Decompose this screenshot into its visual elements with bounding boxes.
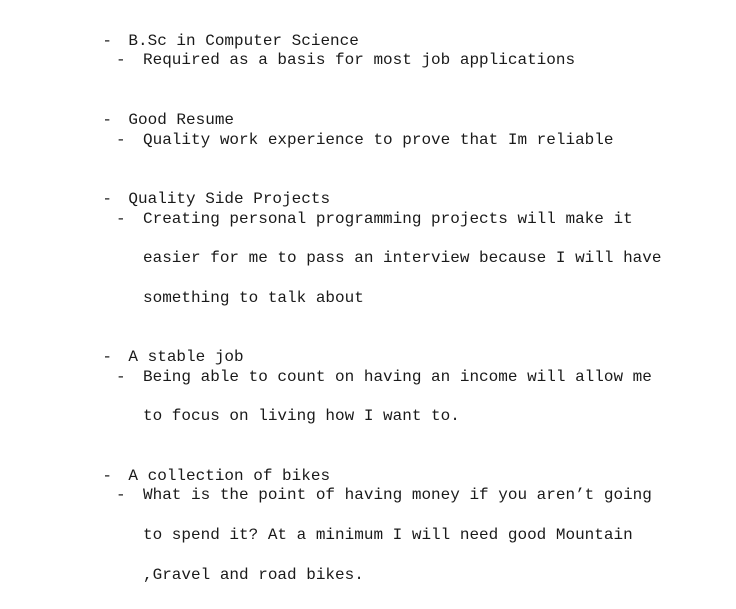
list-item: -A stable job <box>64 327 244 387</box>
sub-item-text-line: Being able to count on having an income … <box>143 368 652 386</box>
sub-item-text-line: What is the point of having money if you… <box>143 486 652 504</box>
sub-list-bullet: - <box>116 210 126 228</box>
sub-item-text-line: ,Gravel and road bikes. <box>143 566 364 584</box>
list-bullet: - <box>102 348 113 366</box>
list-bullet: - <box>102 111 113 129</box>
list-item-label: A stable job <box>128 348 244 366</box>
sub-list-bullet: - <box>116 131 126 149</box>
sub-item-text-line: to focus on living how I want to. <box>143 407 460 425</box>
list-item-label: Good Resume <box>128 111 235 129</box>
sub-item-text-line: to spend it? At a minimum I will need go… <box>143 526 633 544</box>
list-bullet: - <box>102 467 113 485</box>
sub-item-text-line: Creating personal programming projects w… <box>143 210 633 228</box>
sub-list-bullet: - <box>116 486 126 504</box>
list-item: - Quality Side Projects <box>64 169 330 229</box>
sub-list-bullet: - <box>116 368 126 386</box>
sub-item-text-line: Quality work experience to prove that Im… <box>143 131 614 149</box>
sub-item-text-line: easier for me to pass an interview becau… <box>143 249 662 267</box>
list-item: -A collection of bikes <box>64 446 330 506</box>
list-item-label: A collection of bikes <box>128 467 331 485</box>
list-item: - B.Sc in Computer Science <box>64 11 359 71</box>
list-bullet: - <box>102 32 113 50</box>
list-item: - Good Resume <box>64 90 234 150</box>
list-bullet: - <box>102 190 113 208</box>
sub-list-bullet: - <box>116 51 126 69</box>
sub-item-text-line: something to talk about <box>143 289 364 307</box>
list-item-label: Quality Side Projects <box>128 190 331 208</box>
sub-item-text-line: Required as a basis for most job applica… <box>143 51 576 69</box>
list-item-label: B.Sc in Computer Science <box>128 32 359 50</box>
